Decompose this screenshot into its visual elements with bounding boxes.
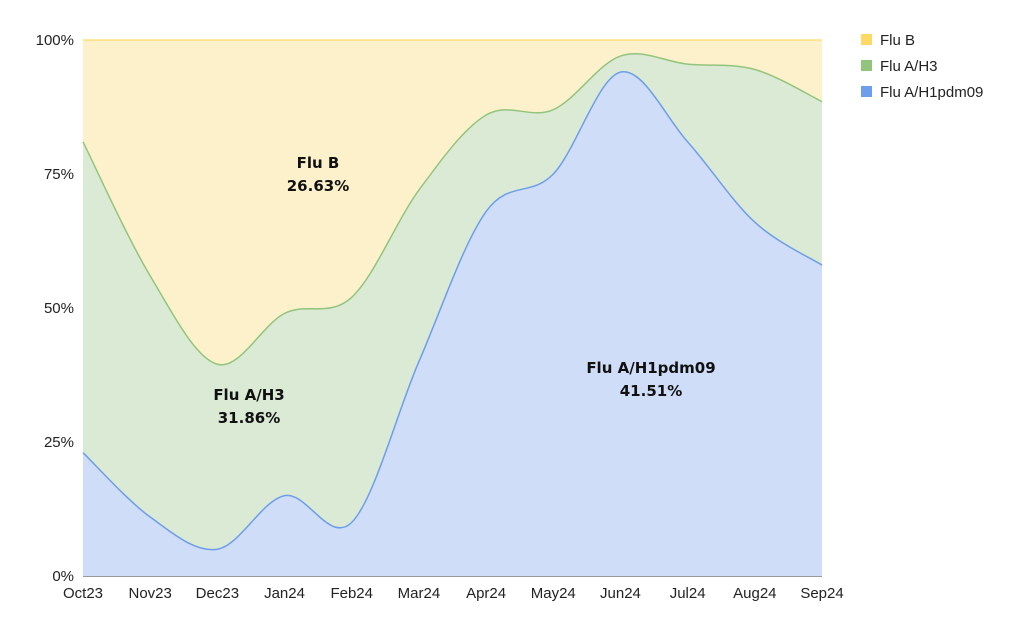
- annotation-flu-a-h1pdm09-value: 41.51%: [620, 382, 682, 400]
- x-tick-label: Aug24: [733, 585, 776, 602]
- y-tick-label: 0%: [52, 568, 74, 585]
- line-flu-a-h1pdm09: [82, 71, 823, 551]
- area-flu-b[interactable]: [83, 40, 822, 365]
- y-tick-label: 75%: [44, 166, 74, 183]
- y-axis: 0% 25% 50% 75% 100%: [36, 32, 74, 585]
- y-tick-label: 25%: [44, 434, 74, 451]
- legend-item-flu-a-h3[interactable]: Flu A/H3: [861, 58, 938, 75]
- annotation-flu-a-h3-label: Flu A/H3: [213, 386, 284, 404]
- annotation-flu-b: Flu B 26.63%: [287, 154, 349, 195]
- x-tick-label: Feb24: [330, 585, 373, 602]
- area-layers: [83, 40, 822, 576]
- x-tick-label: Sep24: [800, 585, 843, 602]
- x-tick-label: Nov23: [129, 585, 172, 602]
- annotation-flu-a-h3-value: 31.86%: [218, 409, 280, 427]
- x-tick-label: Dec23: [196, 585, 239, 602]
- line-flu-a-h3: [82, 53, 823, 366]
- legend: Flu B Flu A/H3 Flu A/H1pdm09: [861, 32, 983, 101]
- x-tick-label: May24: [531, 585, 576, 602]
- y-tick-label: 100%: [36, 32, 74, 49]
- annotation-flu-b-label: Flu B: [297, 154, 340, 172]
- y-tick-label: 50%: [44, 300, 74, 317]
- x-tick-label: Jan24: [264, 585, 305, 602]
- annotation-flu-b-value: 26.63%: [287, 177, 349, 195]
- legend-swatch-flu-a-h3: [861, 60, 872, 71]
- legend-label-flu-a-h3: Flu A/H3: [880, 58, 938, 75]
- x-tick-label: Mar24: [398, 585, 441, 602]
- x-tick-label: Apr24: [466, 585, 506, 602]
- annotation-flu-a-h1pdm09-label: Flu A/H1pdm09: [586, 359, 715, 377]
- legend-label-flu-a-h1pdm09: Flu A/H1pdm09: [880, 84, 983, 101]
- area-flu-a-h3[interactable]: [83, 53, 822, 550]
- x-tick-label: Jun24: [600, 585, 641, 602]
- legend-item-flu-a-h1pdm09[interactable]: Flu A/H1pdm09: [861, 84, 983, 101]
- series-lines: [82, 39, 823, 551]
- area-flu-a-h1pdm09[interactable]: [83, 71, 822, 576]
- legend-swatch-flu-a-h1pdm09: [861, 86, 872, 97]
- x-tick-label: Oct23: [63, 585, 103, 602]
- legend-item-flu-b[interactable]: Flu B: [861, 32, 915, 49]
- legend-label-flu-b: Flu B: [880, 32, 915, 49]
- x-axis: Oct23 Nov23 Dec23 Jan24 Feb24 Mar24 Apr24 May24…: [63, 585, 844, 602]
- annotation-flu-a-h3: Flu A/H3 31.86%: [213, 386, 284, 427]
- x-tick-label: Jul24: [670, 585, 706, 602]
- legend-swatch-flu-b: [861, 34, 872, 45]
- annotation-flu-a-h1pdm09: Flu A/H1pdm09 41.51%: [586, 359, 715, 400]
